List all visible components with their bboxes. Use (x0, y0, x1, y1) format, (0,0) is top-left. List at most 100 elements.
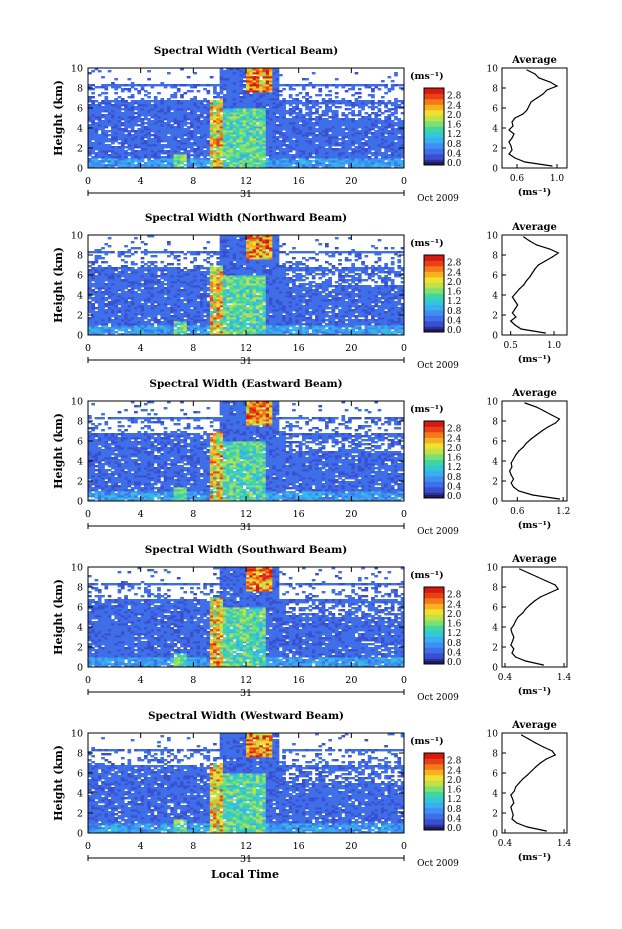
colorbar-swatch (424, 93, 444, 100)
heatmap-cell (397, 160, 402, 163)
heatmap-cell (331, 150, 336, 153)
heatmap-cell (120, 158, 125, 161)
heatmap-cell (167, 160, 171, 163)
heatmap-cell (193, 136, 198, 139)
heatmap-cell (387, 88, 392, 91)
heatmap-cell (282, 134, 286, 137)
heatmap-cell (301, 102, 306, 105)
heatmap-cell (216, 144, 221, 147)
heatmap-cell (120, 122, 125, 125)
heatmap-cell (331, 138, 336, 141)
heatmap-cell (351, 140, 356, 143)
heatmap-cell (147, 118, 151, 121)
heatmap-cell (94, 140, 99, 143)
heatmap-cell (311, 144, 316, 147)
heatmap-cell (371, 148, 375, 151)
heatmap-cell (246, 162, 250, 165)
heatmap-cell (265, 140, 270, 143)
heatmap-cell (348, 108, 352, 111)
heatmap-cell (236, 138, 240, 141)
heatmap-cell (104, 144, 109, 147)
heatmap-cell (344, 154, 349, 157)
heatmap-cell (246, 307, 250, 310)
heatmap-cell (305, 162, 309, 165)
heatmap-cell (137, 134, 142, 137)
heatmap-cell (354, 164, 359, 167)
heatmap-cell (367, 164, 372, 167)
heatmap-cell (249, 142, 253, 145)
heatmap-cell (325, 140, 329, 143)
heatmap-cell (213, 142, 217, 145)
heatmap-cell (176, 140, 181, 143)
heatmap-cell (150, 162, 155, 165)
heatmap-cell (318, 102, 323, 105)
profile-point (546, 89, 548, 91)
heatmap-cell (190, 166, 194, 169)
heatmap-cell (292, 88, 296, 91)
heatmap-cell (219, 166, 224, 169)
heatmap-cell (107, 144, 112, 147)
heatmap-cell (321, 152, 326, 155)
heatmap-cell (104, 96, 109, 99)
heatmap-cell (272, 150, 277, 153)
heatmap-cell (367, 152, 372, 155)
heatmap-cell (384, 144, 388, 147)
heatmap-cell (219, 146, 224, 149)
heatmap-cell (97, 150, 102, 153)
heatmap-cell (348, 162, 352, 165)
heatmap-cell (397, 150, 402, 153)
heatmap-cell (140, 140, 145, 143)
heatmap-cell (104, 303, 109, 306)
heatmap-cell (134, 158, 138, 161)
heatmap-cell (120, 148, 125, 151)
heatmap-cell (176, 132, 181, 135)
colorbar-tick-label: 0.4 (447, 149, 462, 159)
heatmap-cell (216, 150, 221, 153)
heatmap-cell (361, 136, 365, 139)
heatmap-cell (101, 160, 105, 163)
heatmap-cell (88, 150, 92, 153)
heatmap-cell (278, 156, 283, 159)
heatmap-cell (127, 130, 132, 133)
heatmap-cell (262, 144, 267, 147)
heatmap-cell (88, 72, 92, 75)
heatmap-cell (190, 150, 194, 153)
heatmap-cell (301, 146, 306, 149)
heatmap-cell (176, 166, 181, 169)
heatmap-cell (255, 148, 260, 151)
heatmap-cell (259, 162, 263, 165)
heatmap-cell (357, 92, 362, 95)
heatmap-cell (157, 166, 161, 169)
heatmap-cell (183, 132, 188, 135)
heatmap-cell (114, 152, 119, 155)
heatmap-cell (249, 136, 253, 139)
heatmap-cell (397, 156, 402, 159)
heatmap-cell (301, 84, 306, 87)
heatmap-cell (91, 96, 95, 99)
heatmap-cell (367, 158, 372, 161)
heatmap-cell (328, 144, 332, 147)
heatmap-cell (298, 164, 303, 167)
heatmap-cell (328, 116, 332, 119)
heatmap-cell (124, 156, 128, 159)
heatmap-cell (222, 160, 227, 163)
heatmap-cell (91, 84, 95, 87)
heatmap-cell (325, 100, 329, 103)
heatmap-cell (229, 158, 234, 161)
heatmap-cell (203, 158, 207, 161)
heatmap-cell (265, 144, 270, 147)
heatmap-cell (272, 154, 277, 157)
heatmap-cell (193, 84, 198, 87)
heatmap-cell (269, 142, 273, 145)
heatmap-cell (114, 136, 119, 139)
heatmap-cell (394, 144, 398, 147)
heatmap-cell (147, 78, 151, 81)
heatmap-cell (193, 158, 198, 161)
heatmap-cell (153, 164, 158, 167)
heatmap-cell (357, 156, 362, 159)
heatmap-cell (242, 146, 247, 149)
heatmap-cell (371, 94, 375, 97)
heatmap-cell (348, 140, 352, 143)
heatmap-cell (321, 144, 326, 147)
heatmap-cell (213, 134, 217, 137)
